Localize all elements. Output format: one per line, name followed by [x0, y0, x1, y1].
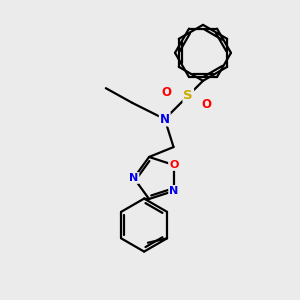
- Text: O: O: [169, 160, 178, 170]
- Text: O: O: [161, 86, 171, 99]
- Text: S: S: [184, 89, 193, 102]
- Text: N: N: [169, 186, 178, 196]
- Text: N: N: [160, 112, 170, 126]
- Text: N: N: [129, 173, 138, 183]
- Text: O: O: [201, 98, 211, 111]
